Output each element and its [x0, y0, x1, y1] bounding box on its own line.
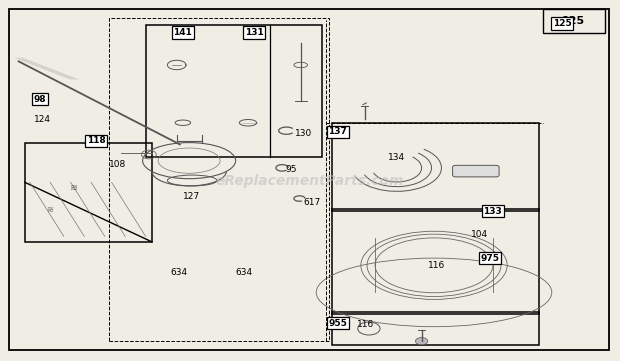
- Text: ≋: ≋: [70, 183, 79, 193]
- Text: 955: 955: [329, 319, 347, 327]
- Text: 131: 131: [245, 28, 264, 37]
- Text: 98: 98: [34, 95, 46, 104]
- Text: 104: 104: [471, 230, 489, 239]
- Text: 124: 124: [34, 115, 51, 123]
- Text: 95: 95: [285, 165, 297, 174]
- Text: 634: 634: [236, 268, 253, 277]
- Text: 118: 118: [87, 136, 105, 145]
- Text: 133: 133: [484, 207, 502, 216]
- Text: 116: 116: [428, 261, 445, 270]
- Text: eReplacementParts.com: eReplacementParts.com: [216, 174, 404, 187]
- Text: 634: 634: [170, 268, 188, 277]
- FancyBboxPatch shape: [453, 165, 499, 177]
- Text: 127: 127: [183, 192, 200, 201]
- Text: 975: 975: [480, 254, 499, 262]
- Text: ≋: ≋: [46, 205, 53, 214]
- Text: 130: 130: [294, 129, 312, 138]
- Text: 108: 108: [108, 160, 126, 169]
- Text: 134: 134: [388, 153, 405, 161]
- Text: 125: 125: [562, 16, 585, 26]
- Text: 141: 141: [174, 28, 192, 37]
- Text: 125: 125: [553, 19, 572, 28]
- Text: 137: 137: [329, 127, 347, 136]
- Text: 116: 116: [356, 321, 374, 329]
- Text: 617: 617: [304, 198, 321, 206]
- Circle shape: [415, 338, 428, 345]
